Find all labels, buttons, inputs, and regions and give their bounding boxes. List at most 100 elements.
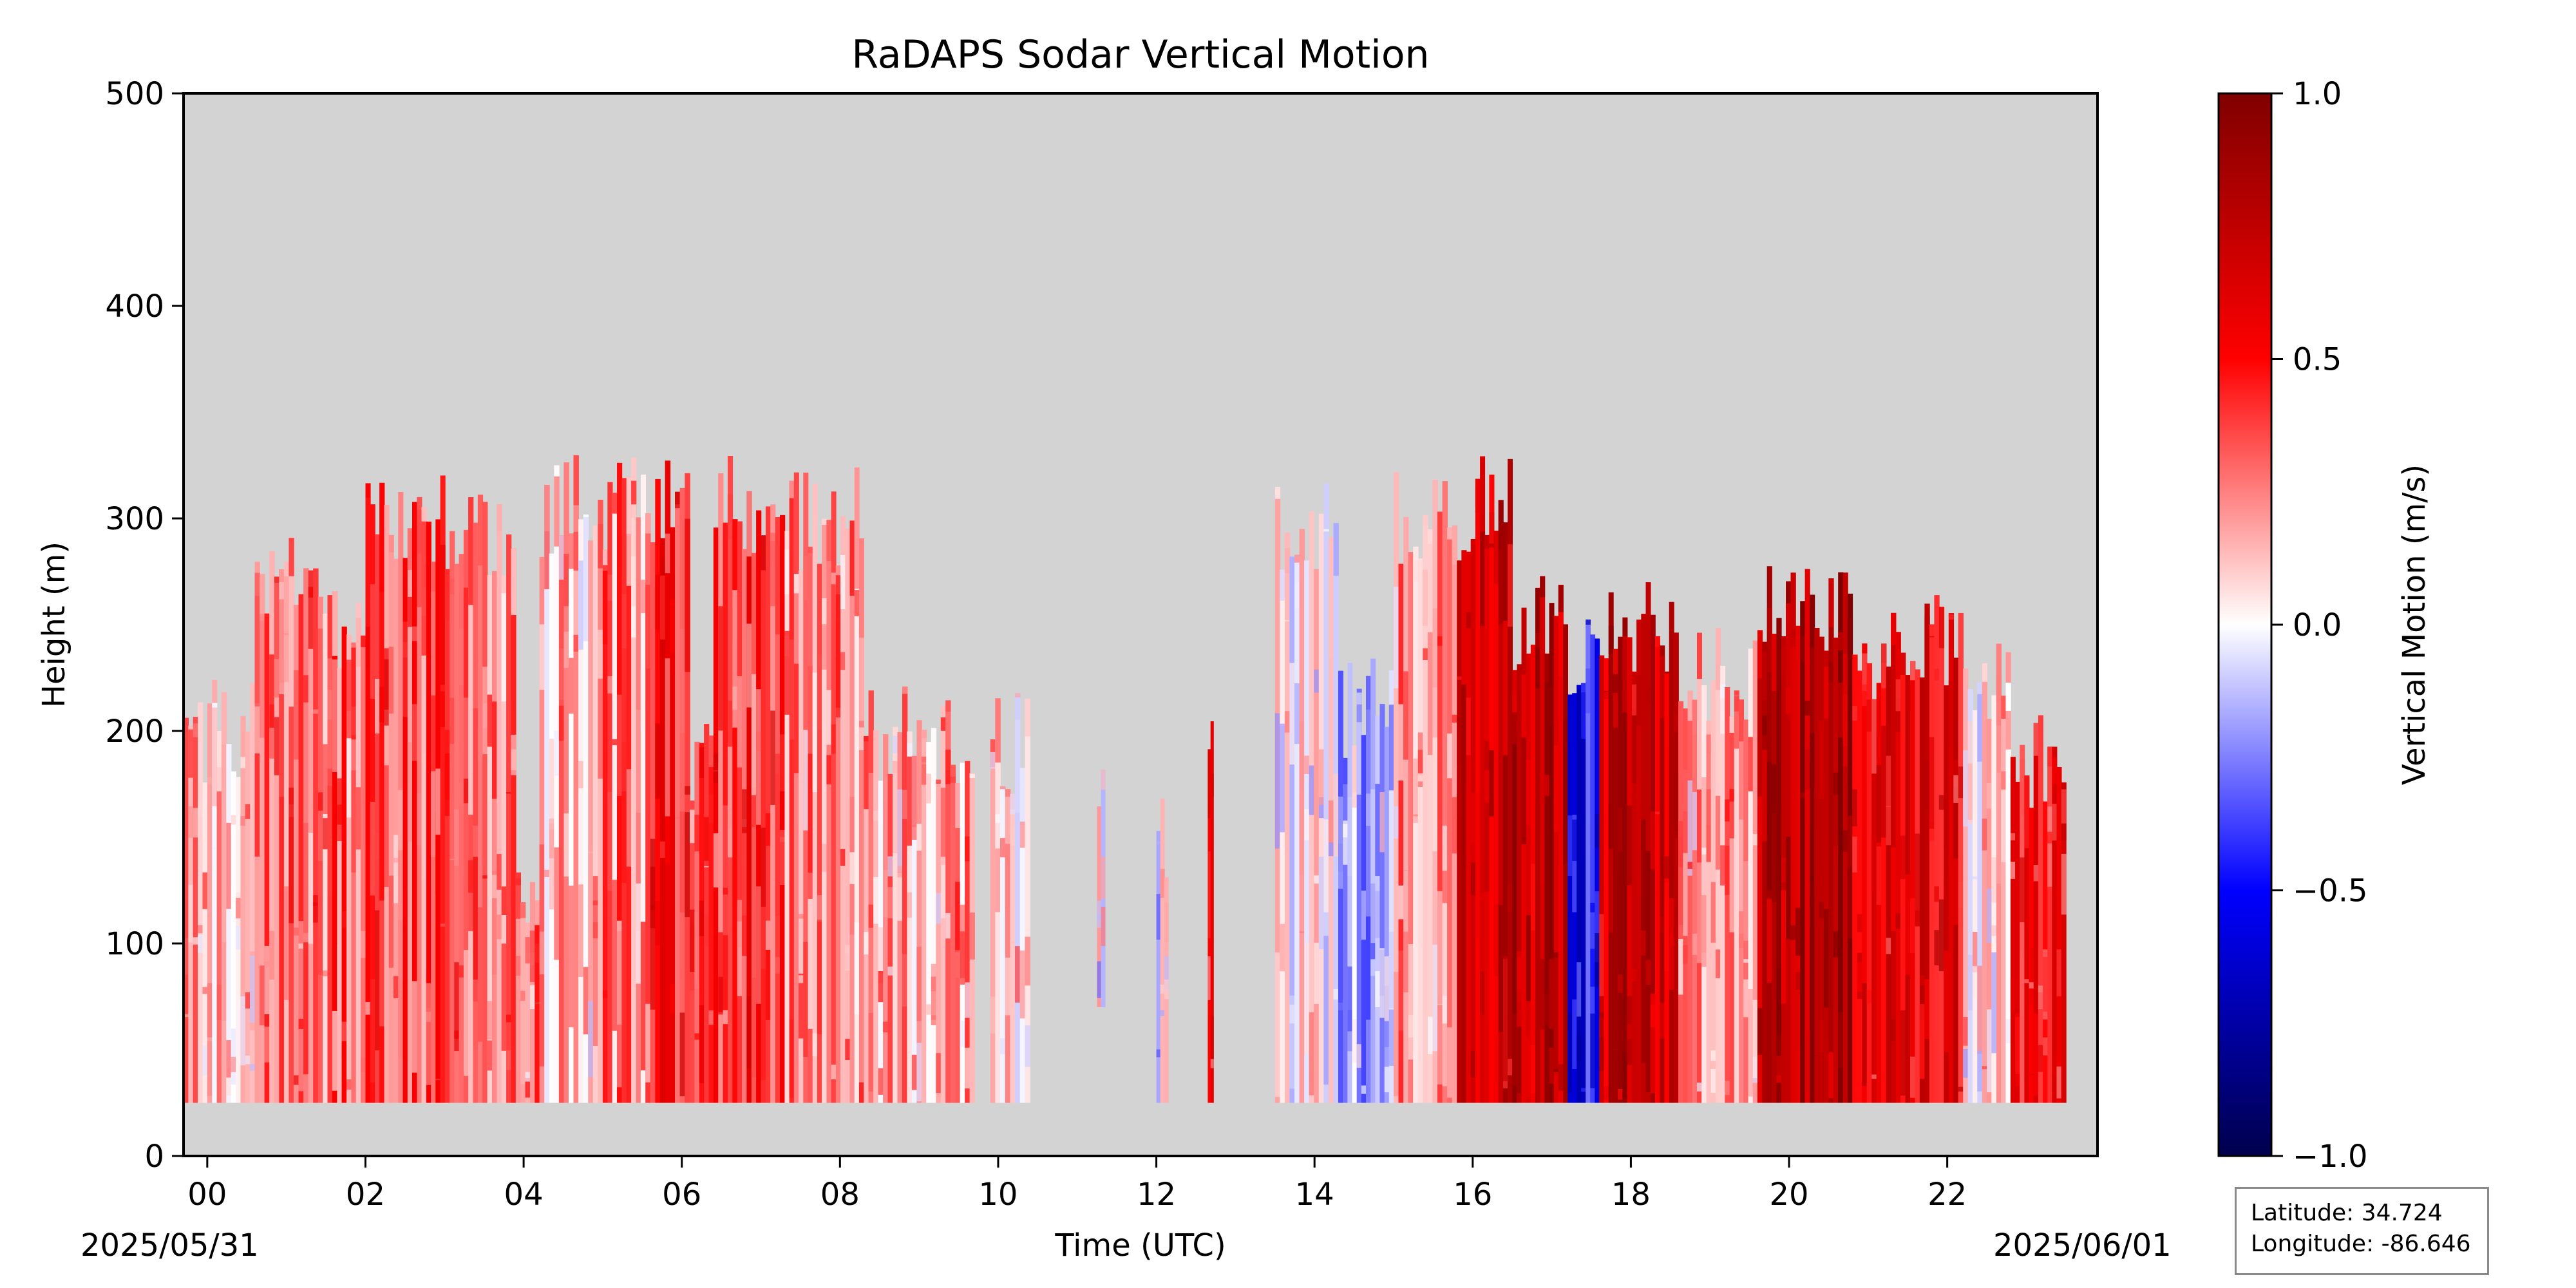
- data-column: [468, 497, 474, 1103]
- data-streak: [936, 1053, 942, 1094]
- data-streak: [775, 774, 781, 916]
- data-streak: [1447, 1027, 1453, 1098]
- data-streak: [506, 1014, 512, 1023]
- data-streak: [501, 593, 507, 702]
- data-streak: [1366, 676, 1371, 710]
- data-column: [1356, 688, 1362, 1103]
- data-streak: [1891, 1019, 1897, 1041]
- data-streak: [1567, 815, 1573, 876]
- data-streak: [831, 573, 837, 585]
- data-streak: [849, 852, 855, 884]
- data-column: [1379, 704, 1385, 1103]
- data-streak: [1622, 636, 1628, 713]
- data-segment: [1963, 643, 2011, 1103]
- data-streak: [893, 735, 898, 753]
- data-streak: [679, 629, 686, 734]
- data-streak: [1905, 874, 1911, 975]
- data-streak: [1795, 907, 1801, 956]
- data-streak: [346, 711, 352, 818]
- data-segment: [1208, 721, 1214, 1103]
- data-streak: [1403, 931, 1409, 992]
- data-streak: [931, 976, 937, 1025]
- data-streak: [1622, 996, 1628, 1016]
- data-column: [1517, 664, 1522, 1103]
- data-streak: [1493, 531, 1499, 578]
- data-streak: [1015, 946, 1021, 1003]
- data-column: [341, 626, 347, 1103]
- data-streak: [770, 710, 776, 805]
- data-streak: [487, 694, 493, 747]
- data-column: [812, 484, 818, 1103]
- data-streak: [858, 727, 864, 750]
- data-streak: [1314, 875, 1320, 884]
- data-column: [2001, 696, 2007, 1103]
- data-streak: [1558, 1064, 1564, 1091]
- data-streak: [588, 844, 594, 935]
- data-streak: [260, 614, 265, 658]
- data-streak: [1164, 902, 1169, 942]
- data-streak: [1447, 527, 1453, 540]
- data-streak: [402, 888, 408, 927]
- data-streak: [1833, 931, 1839, 958]
- data-streak: [1739, 819, 1744, 912]
- data-streak: [327, 690, 333, 786]
- data-streak: [1973, 932, 1978, 972]
- data-streak: [1715, 949, 1721, 978]
- data-streak: [1333, 989, 1339, 999]
- data-streak: [1743, 861, 1749, 941]
- data-streak: [2001, 790, 2007, 862]
- data-streak: [1608, 848, 1614, 933]
- data-streak: [308, 833, 314, 944]
- data-streak: [2001, 771, 2007, 790]
- data-streak: [1963, 1049, 1969, 1078]
- data-segment: [864, 687, 975, 1103]
- data-streak: [332, 659, 338, 772]
- data-streak: [1838, 1012, 1844, 1068]
- data-streak: [520, 1083, 526, 1103]
- data-streak: [1929, 636, 1935, 638]
- data-streak: [1996, 643, 2002, 702]
- data-streak: [412, 626, 418, 641]
- data-streak: [1394, 806, 1399, 838]
- data-streak: [761, 969, 766, 1081]
- data-streak: [1852, 837, 1858, 873]
- data-column: [1403, 516, 1409, 1103]
- data-streak: [573, 455, 579, 506]
- data-streak: [1804, 701, 1810, 716]
- data-streak: [965, 982, 971, 1018]
- data-streak: [1005, 837, 1011, 909]
- data-streak: [897, 789, 903, 872]
- data-segment: [1852, 595, 1964, 1103]
- data-streak: [544, 485, 550, 589]
- data-streak: [659, 575, 666, 639]
- data-streak: [926, 742, 932, 791]
- data-column: [426, 521, 431, 1103]
- data-streak: [1398, 704, 1404, 781]
- data-streak: [1384, 956, 1390, 1021]
- data-column: [1833, 638, 1839, 1103]
- data-column: [864, 735, 869, 1103]
- data-streak: [1866, 663, 1872, 722]
- data-streak: [539, 974, 545, 1066]
- data-column: [780, 515, 786, 1103]
- data-streak: [1687, 690, 1693, 721]
- data-streak: [1498, 529, 1504, 625]
- data-streak: [784, 630, 790, 715]
- data-streak: [2005, 1019, 2011, 1043]
- data-streak: [690, 909, 696, 972]
- data-streak: [921, 762, 927, 764]
- data-streak: [878, 971, 884, 1003]
- data-column: [332, 591, 338, 1103]
- data-streak: [1408, 727, 1414, 758]
- data-column: [631, 457, 637, 1103]
- data-streak: [887, 966, 893, 976]
- chart-title: RaDAPS Sodar Vertical Motion: [851, 32, 1429, 77]
- data-streak: [207, 777, 213, 785]
- data-streak: [1895, 913, 1901, 929]
- data-streak: [317, 860, 323, 975]
- data-streak: [482, 875, 488, 879]
- data-column: [1824, 650, 1830, 1103]
- data-column: [2024, 775, 2030, 1103]
- data-streak: [1484, 802, 1490, 892]
- data-streak: [1660, 916, 1665, 933]
